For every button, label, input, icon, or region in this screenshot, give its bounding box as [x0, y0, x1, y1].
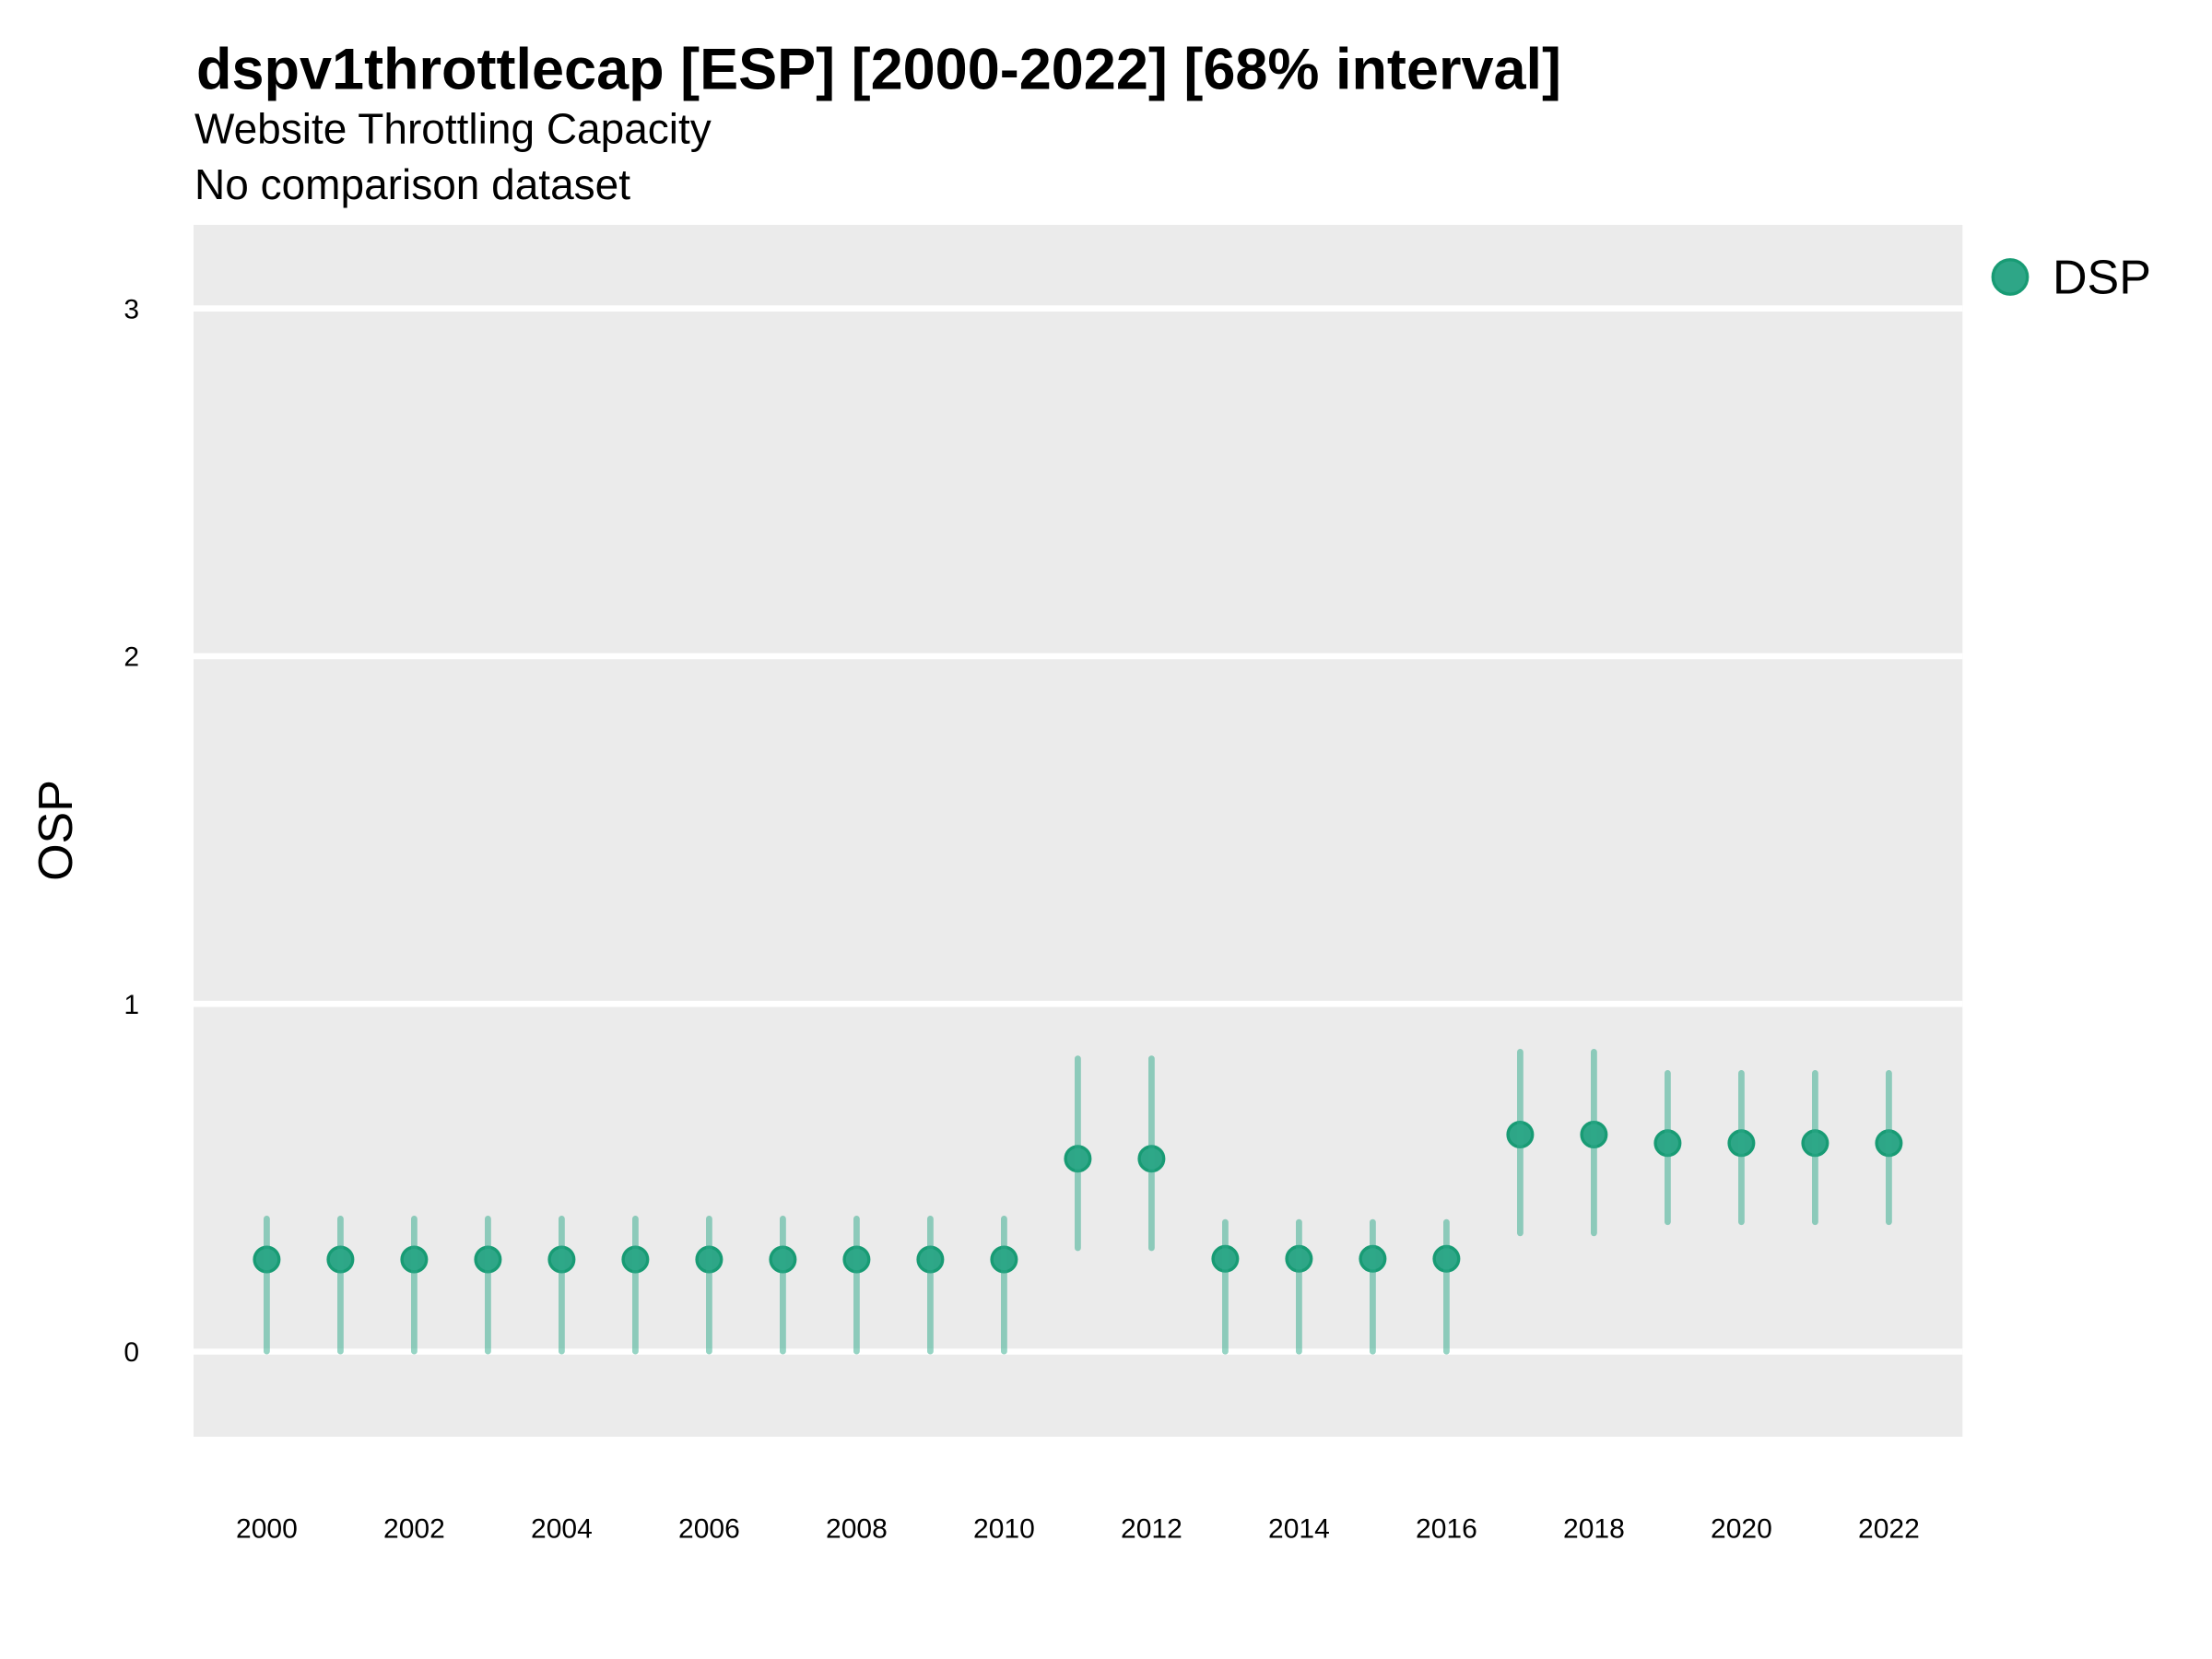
svg-text:2018: 2018: [1563, 1513, 1625, 1544]
svg-text:2012: 2012: [1121, 1513, 1182, 1544]
svg-text:2022: 2022: [1858, 1513, 1920, 1544]
svg-text:2014: 2014: [1268, 1513, 1330, 1544]
svg-text:2020: 2020: [1711, 1513, 1772, 1544]
svg-text:Website Throttling Capacity: Website Throttling Capacity: [194, 105, 712, 153]
svg-text:2002: 2002: [383, 1513, 445, 1544]
svg-text:0: 0: [124, 1337, 139, 1368]
svg-text:DSP: DSP: [2053, 251, 2151, 304]
svg-text:No comparison dataset: No comparison dataset: [194, 160, 630, 208]
svg-text:1: 1: [124, 990, 139, 1020]
svg-text:2010: 2010: [973, 1513, 1035, 1544]
svg-text:2016: 2016: [1416, 1513, 1477, 1544]
svg-text:3: 3: [124, 294, 139, 324]
svg-text:OSP: OSP: [29, 780, 83, 881]
svg-text:2000: 2000: [236, 1513, 298, 1544]
svg-text:2: 2: [124, 642, 139, 673]
svg-text:2004: 2004: [531, 1513, 593, 1544]
svg-text:2006: 2006: [678, 1513, 740, 1544]
svg-text:dspv1throttlecap [ESP] [2000-2: dspv1throttlecap [ESP] [2000-2022] [68% …: [196, 38, 1561, 102]
svg-text:2008: 2008: [826, 1513, 888, 1544]
